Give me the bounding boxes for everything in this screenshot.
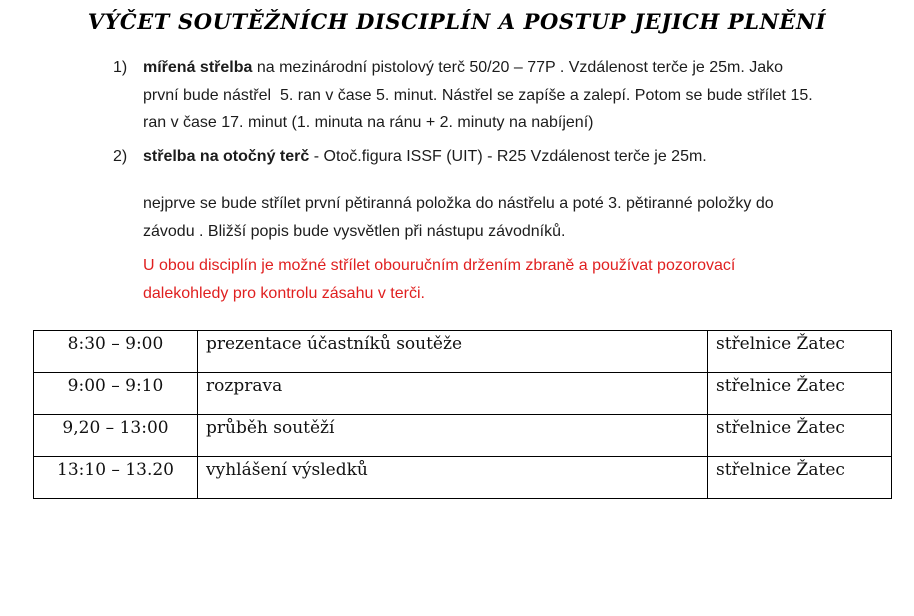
list-item-2-number: 2) xyxy=(113,148,128,165)
location-cell: střelnice Žatec xyxy=(707,330,892,373)
time-cell: 13:10 – 13.20 xyxy=(33,456,198,499)
activity-cell: průběh soutěží xyxy=(197,414,708,457)
list-item-2-body: - Otoč.figura ISSF (UIT) - R25 Vzdálenos… xyxy=(309,148,707,165)
list-item-2-text: střelba na otočný terč - Otoč.figura ISS… xyxy=(143,143,823,171)
table-row: 13:10 – 13.20 vyhlášení výsledků střelni… xyxy=(33,456,892,499)
table-row: 9,20 – 13:00 průběh soutěží střelnice Ža… xyxy=(33,414,892,457)
red-note-paragraph: U obou disciplín je možné střílet obouru… xyxy=(143,257,740,302)
activity-cell: vyhlášení výsledků xyxy=(197,456,708,499)
schedule-table-body: 8:30 – 9:00 prezentace účastníků soutěže… xyxy=(33,330,892,499)
page-title: VÝČET SOUTĚŽNÍCH DISCIPLÍN A POSTUP JEJI… xyxy=(87,9,827,34)
time-cell: 9,20 – 13:00 xyxy=(33,414,198,457)
detail-paragraph: nejprve se bude střílet první pětiranná … xyxy=(143,195,779,240)
table-row: 9:00 – 9:10 rozprava střelnice Žatec xyxy=(33,372,892,415)
location-cell: střelnice Žatec xyxy=(707,414,892,457)
list-item-1-body: na mezinárodní pistolový terč 50/20 – 77… xyxy=(143,59,818,131)
activity-cell: rozprava xyxy=(197,372,708,415)
time-cell: 8:30 – 9:00 xyxy=(33,330,198,373)
location-cell: střelnice Žatec xyxy=(707,372,892,415)
list-item-2: 2) střelba na otočný terč - Otoč.figura … xyxy=(113,143,823,171)
activity-cell: prezentace účastníků soutěže xyxy=(197,330,708,373)
schedule-table: 8:30 – 9:00 prezentace účastníků soutěže… xyxy=(33,330,892,499)
time-cell: 9:00 – 9:10 xyxy=(33,372,198,415)
location-cell: střelnice Žatec xyxy=(707,456,892,499)
table-row: 8:30 – 9:00 prezentace účastníků soutěže… xyxy=(33,330,892,373)
list-item-1-bold-label: mířená střelba xyxy=(143,59,253,76)
list-item-2-bold-label: střelba na otočný terč xyxy=(143,148,310,165)
list-item-1: 1) mířená střelba na mezinárodní pistolo… xyxy=(113,54,823,137)
list-item-1-number: 1) xyxy=(113,59,128,76)
list-item-1-text: mířená střelba na mezinárodní pistolový … xyxy=(143,54,823,137)
